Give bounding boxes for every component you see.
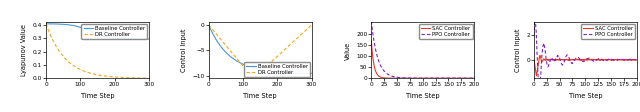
Baseline Controller — [60, 24, 68, 25]
PPO Controller — [401, 77, 409, 79]
SAC Controller — [408, 78, 416, 79]
DR Controller — [250, 78, 257, 79]
PPO Controller — [605, 58, 612, 60]
PPO Controller — [543, 62, 550, 64]
Line: SAC Controller: SAC Controller — [371, 40, 474, 78]
SAC Controller — [401, 78, 409, 79]
SAC Controller — [532, 75, 540, 76]
Baseline Controller — [252, 68, 259, 69]
Baseline Controller — [308, 73, 316, 74]
DR Controller — [68, 64, 76, 66]
SAC Controller — [572, 59, 579, 60]
PPO Controller — [530, 35, 538, 36]
Baseline Controller — [145, 38, 153, 40]
PPO Controller — [531, 18, 539, 19]
Legend: Baseline Controller, DR Controller: Baseline Controller, DR Controller — [81, 24, 147, 39]
SAC Controller — [367, 39, 375, 41]
PPO Controller — [605, 58, 613, 60]
X-axis label: Time Step: Time Step — [568, 93, 602, 99]
Line: DR Controller: DR Controller — [46, 24, 149, 78]
PPO Controller — [442, 78, 450, 79]
Baseline Controller — [257, 73, 264, 74]
SAC Controller — [605, 59, 612, 60]
DR Controller — [111, 76, 118, 78]
DR Controller — [231, 56, 239, 57]
DR Controller — [60, 57, 68, 58]
DR Controller — [145, 78, 153, 79]
SAC Controller — [595, 59, 603, 61]
Baseline Controller — [103, 36, 111, 38]
DR Controller — [205, 24, 212, 26]
X-axis label: Time Step: Time Step — [81, 93, 115, 99]
PPO Controller — [442, 78, 449, 79]
DR Controller — [266, 63, 273, 64]
Line: Baseline Controller: Baseline Controller — [46, 24, 149, 39]
Baseline Controller — [223, 53, 231, 54]
Baseline Controller — [89, 32, 97, 33]
Baseline Controller — [274, 73, 282, 74]
PPO Controller — [367, 20, 375, 22]
Y-axis label: Value: Value — [344, 41, 351, 59]
Baseline Controller — [205, 24, 212, 26]
DR Controller — [308, 24, 316, 26]
PPO Controller — [380, 70, 387, 71]
DR Controller — [42, 23, 50, 24]
Y-axis label: Lyapunov Value: Lyapunov Value — [21, 24, 28, 76]
Y-axis label: Control Input: Control Input — [181, 29, 187, 72]
SAC Controller — [564, 59, 572, 60]
Y-axis label: Control Input: Control Input — [515, 29, 521, 72]
PPO Controller — [408, 77, 416, 79]
PPO Controller — [535, 87, 543, 89]
Legend: Baseline Controller, DR Controller: Baseline Controller, DR Controller — [244, 62, 310, 77]
X-axis label: Time Step: Time Step — [406, 93, 440, 99]
PPO Controller — [572, 59, 579, 60]
SAC Controller — [442, 78, 449, 79]
Line: PPO Controller: PPO Controller — [534, 19, 637, 88]
DR Controller — [223, 46, 231, 47]
SAC Controller — [633, 59, 640, 60]
SAC Controller — [530, 58, 538, 60]
DR Controller — [120, 77, 127, 78]
X-axis label: Time Step: Time Step — [243, 93, 277, 99]
SAC Controller — [605, 59, 613, 60]
SAC Controller — [432, 78, 440, 79]
PPO Controller — [633, 59, 640, 61]
Baseline Controller — [111, 38, 118, 39]
DR Controller — [282, 47, 290, 49]
SAC Controller — [536, 55, 543, 56]
Line: SAC Controller: SAC Controller — [534, 55, 637, 76]
SAC Controller — [442, 78, 450, 79]
DR Controller — [274, 55, 282, 57]
Baseline Controller — [120, 38, 127, 39]
PPO Controller — [432, 78, 440, 79]
PPO Controller — [470, 78, 478, 79]
Line: DR Controller: DR Controller — [209, 25, 312, 78]
PPO Controller — [595, 58, 603, 59]
Baseline Controller — [282, 73, 290, 74]
DR Controller — [252, 76, 259, 77]
Baseline Controller — [42, 23, 50, 25]
Baseline Controller — [231, 59, 239, 61]
Legend: SAC Controller, PPO Controller: SAC Controller, PPO Controller — [419, 24, 472, 39]
DR Controller — [103, 75, 111, 77]
SAC Controller — [470, 78, 478, 79]
SAC Controller — [543, 59, 550, 60]
Baseline Controller — [266, 73, 273, 74]
DR Controller — [89, 73, 97, 74]
Line: PPO Controller: PPO Controller — [371, 21, 474, 78]
PPO Controller — [564, 55, 572, 56]
Baseline Controller — [68, 25, 76, 26]
Legend: SAC Controller, PPO Controller: SAC Controller, PPO Controller — [581, 24, 636, 39]
Line: Baseline Controller: Baseline Controller — [209, 25, 312, 73]
SAC Controller — [380, 77, 387, 79]
